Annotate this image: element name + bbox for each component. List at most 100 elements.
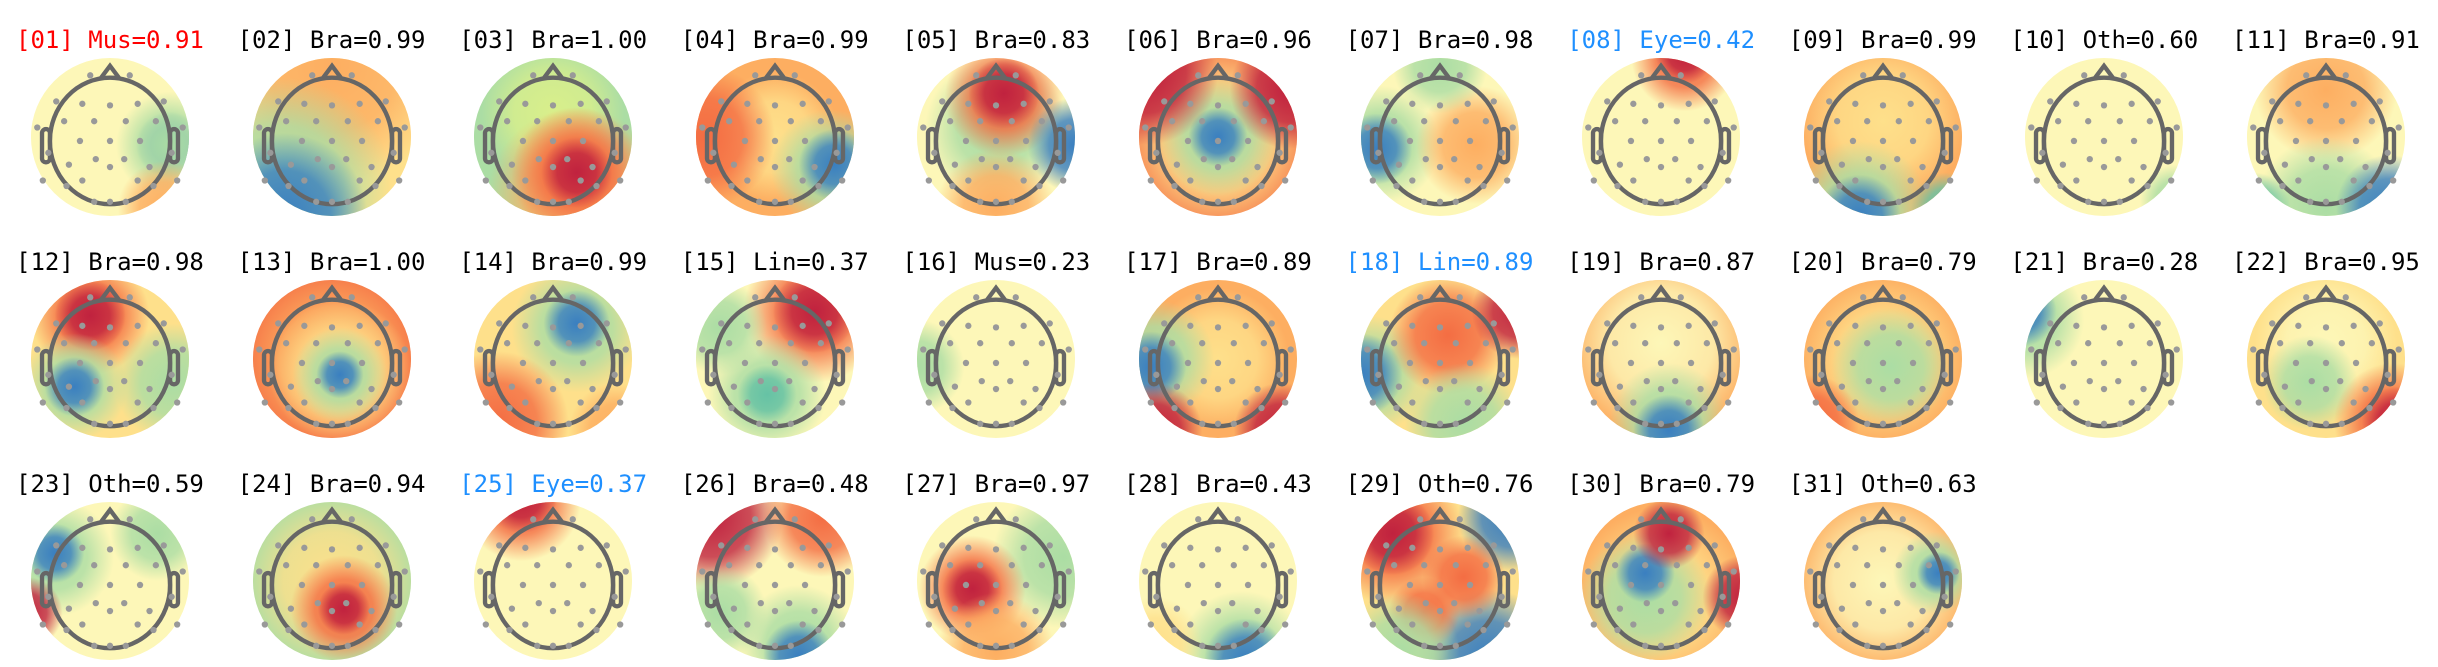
electrode-dot — [261, 621, 268, 628]
electrode-dot — [1171, 404, 1178, 412]
component-topomap: [23] Oth=0.59 — [0, 444, 221, 666]
electrode-dot — [565, 118, 573, 125]
electrode-dot — [2147, 340, 2154, 347]
electrode-dot — [2140, 163, 2148, 171]
activation-blob — [1138, 279, 1298, 439]
electrode-dot — [106, 385, 114, 393]
electrode-dot — [106, 137, 114, 145]
activation-blob — [474, 501, 633, 661]
electrode-dot — [488, 371, 495, 378]
electrode-dot — [1406, 137, 1413, 145]
electrode-dot — [1242, 621, 1249, 628]
electrode-dot — [496, 98, 503, 105]
component-label: [15] Lin=0.37 — [680, 248, 869, 276]
electrode-dot — [356, 100, 363, 107]
electrode-dot — [300, 544, 308, 551]
nose-icon — [1428, 62, 1451, 80]
left-ear — [261, 348, 274, 387]
electrode-dot — [771, 581, 778, 589]
electrode-dot — [1214, 359, 1222, 367]
electrode-dot — [977, 642, 984, 649]
electrode-dot — [300, 177, 308, 184]
electrode-dot — [87, 72, 94, 79]
electrode-dot — [1719, 371, 1727, 378]
component-label: [30] Bra=0.79 — [1567, 470, 1756, 498]
electrode-dot — [550, 198, 557, 205]
electrode-dot — [2395, 346, 2402, 353]
electrode-dot — [2384, 149, 2391, 156]
electrode-dot — [1697, 163, 1704, 171]
electrode-dot — [1422, 599, 1429, 607]
electrode-dot — [65, 383, 73, 390]
activation-blob — [695, 501, 854, 661]
electrode-dot — [825, 320, 832, 327]
nose-icon — [541, 506, 565, 524]
electrode-dot — [76, 137, 84, 145]
nose-icon — [2093, 284, 2116, 302]
electrode-dot — [45, 593, 52, 600]
electrode-dot — [1865, 599, 1872, 607]
electrode-dot — [1919, 607, 1926, 615]
electrode-dot — [1638, 294, 1645, 301]
electrode-dot — [1585, 346, 1592, 353]
electrode-dot — [1630, 621, 1637, 628]
electrode-dot — [833, 149, 840, 156]
electrode-dot — [550, 385, 557, 393]
electrode-dot — [725, 118, 733, 125]
electrode-dot — [150, 626, 157, 634]
electrode-dot — [300, 100, 308, 107]
electrode-dot — [356, 544, 363, 551]
electrode-dot — [1719, 593, 1727, 600]
electrode-dot — [1946, 621, 1954, 628]
electrode-dot — [1627, 137, 1635, 145]
electrode-dot — [106, 198, 114, 205]
electrode-dot — [1899, 72, 1906, 79]
electrode-dot — [45, 371, 52, 378]
component-label: [12] Bra=0.98 — [16, 248, 204, 276]
electrode-dot — [1009, 118, 1016, 125]
electrode-dot — [106, 163, 114, 171]
electrode-dot — [1672, 599, 1679, 607]
electrode-dot — [728, 626, 735, 634]
scalp-map — [1360, 279, 1519, 439]
electrode-dot — [2073, 399, 2080, 406]
activation-blob — [917, 501, 1076, 661]
component-topomap: [07] Bra=0.98 — [1330, 0, 1551, 222]
electrode-dot — [931, 371, 938, 378]
scalp-map — [1803, 57, 1962, 217]
electrode-dot — [1909, 359, 1916, 367]
electrode-dot — [1153, 593, 1160, 600]
electrode-dot — [751, 72, 759, 79]
electrode-dot — [1509, 568, 1516, 575]
electrode-dot — [2292, 137, 2300, 145]
electrode-dot — [717, 98, 725, 105]
electrode-dot — [1456, 72, 1463, 79]
electrode-dot — [965, 544, 972, 551]
electrode-dot — [2147, 118, 2154, 125]
electrode-dot — [2101, 359, 2108, 367]
electrode-dot — [152, 562, 160, 569]
electrode-dot — [1254, 163, 1261, 171]
right-ear — [1497, 570, 1510, 609]
electrode-dot — [1287, 346, 1294, 353]
electrode-dot — [1422, 377, 1429, 385]
electrode-dot — [1282, 177, 1289, 184]
electrode-dot — [603, 98, 611, 105]
electrode-dot — [2303, 72, 2310, 79]
electrode-dot — [1612, 340, 1619, 347]
electrode-dot — [1452, 198, 1459, 205]
electrode-dot — [146, 163, 153, 171]
electrode-dot — [65, 161, 73, 168]
electrode-dot — [2350, 177, 2357, 184]
electrode-dot — [2352, 137, 2360, 145]
component-label: [03] Bra=1.00 — [459, 26, 648, 54]
electrode-dot — [2322, 102, 2330, 109]
scalp-map — [695, 279, 854, 439]
electrode-dot — [1895, 642, 1902, 649]
right-ear — [1940, 126, 1953, 165]
electrode-dot — [801, 137, 808, 145]
component-label: [01] Mus=0.91 — [16, 26, 204, 54]
electrode-dot — [1214, 581, 1222, 589]
electrode-dot — [2322, 359, 2330, 367]
electrode-dot — [374, 340, 381, 347]
